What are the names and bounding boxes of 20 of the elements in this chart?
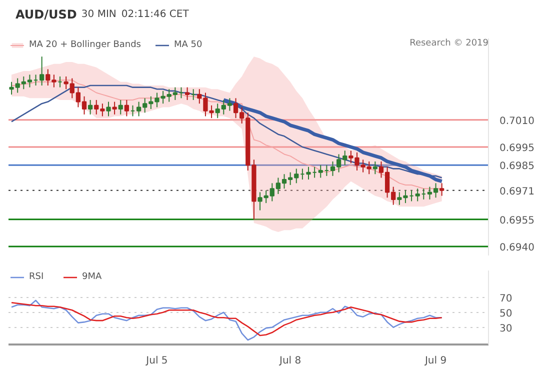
y-tick-label: 30 xyxy=(500,323,512,334)
legend-label: 9MA xyxy=(82,272,102,282)
x-tick-label: Jul 5 xyxy=(145,356,168,366)
legend-label: MA 20 + Bollinger Bands xyxy=(29,40,141,50)
y-tick-label: 0.6971 xyxy=(500,186,534,198)
chart-title: AUD/USD xyxy=(15,8,77,22)
y-tick-label: 0.6955 xyxy=(500,215,534,226)
y-tick-label: 50 xyxy=(500,308,512,320)
y-tick-label: 0.6940 xyxy=(500,242,534,254)
x-tick-label: Jul 8 xyxy=(278,356,302,366)
legend-label: MA 50 xyxy=(174,40,202,50)
y-tick-label: 0.6985 xyxy=(500,161,534,172)
legend-label: RSI xyxy=(29,272,45,282)
y-tick-label: 0.6995 xyxy=(500,143,534,154)
x-tick-label: Jul 9 xyxy=(424,356,447,366)
y-tick-label: 70 xyxy=(500,293,512,304)
chart-subtitle: 30 MIN xyxy=(81,9,116,20)
y-tick-label: 0.7010 xyxy=(500,116,534,127)
text: 02:11:46 CET xyxy=(121,9,190,20)
annotation: Research © 2019 xyxy=(410,38,489,48)
